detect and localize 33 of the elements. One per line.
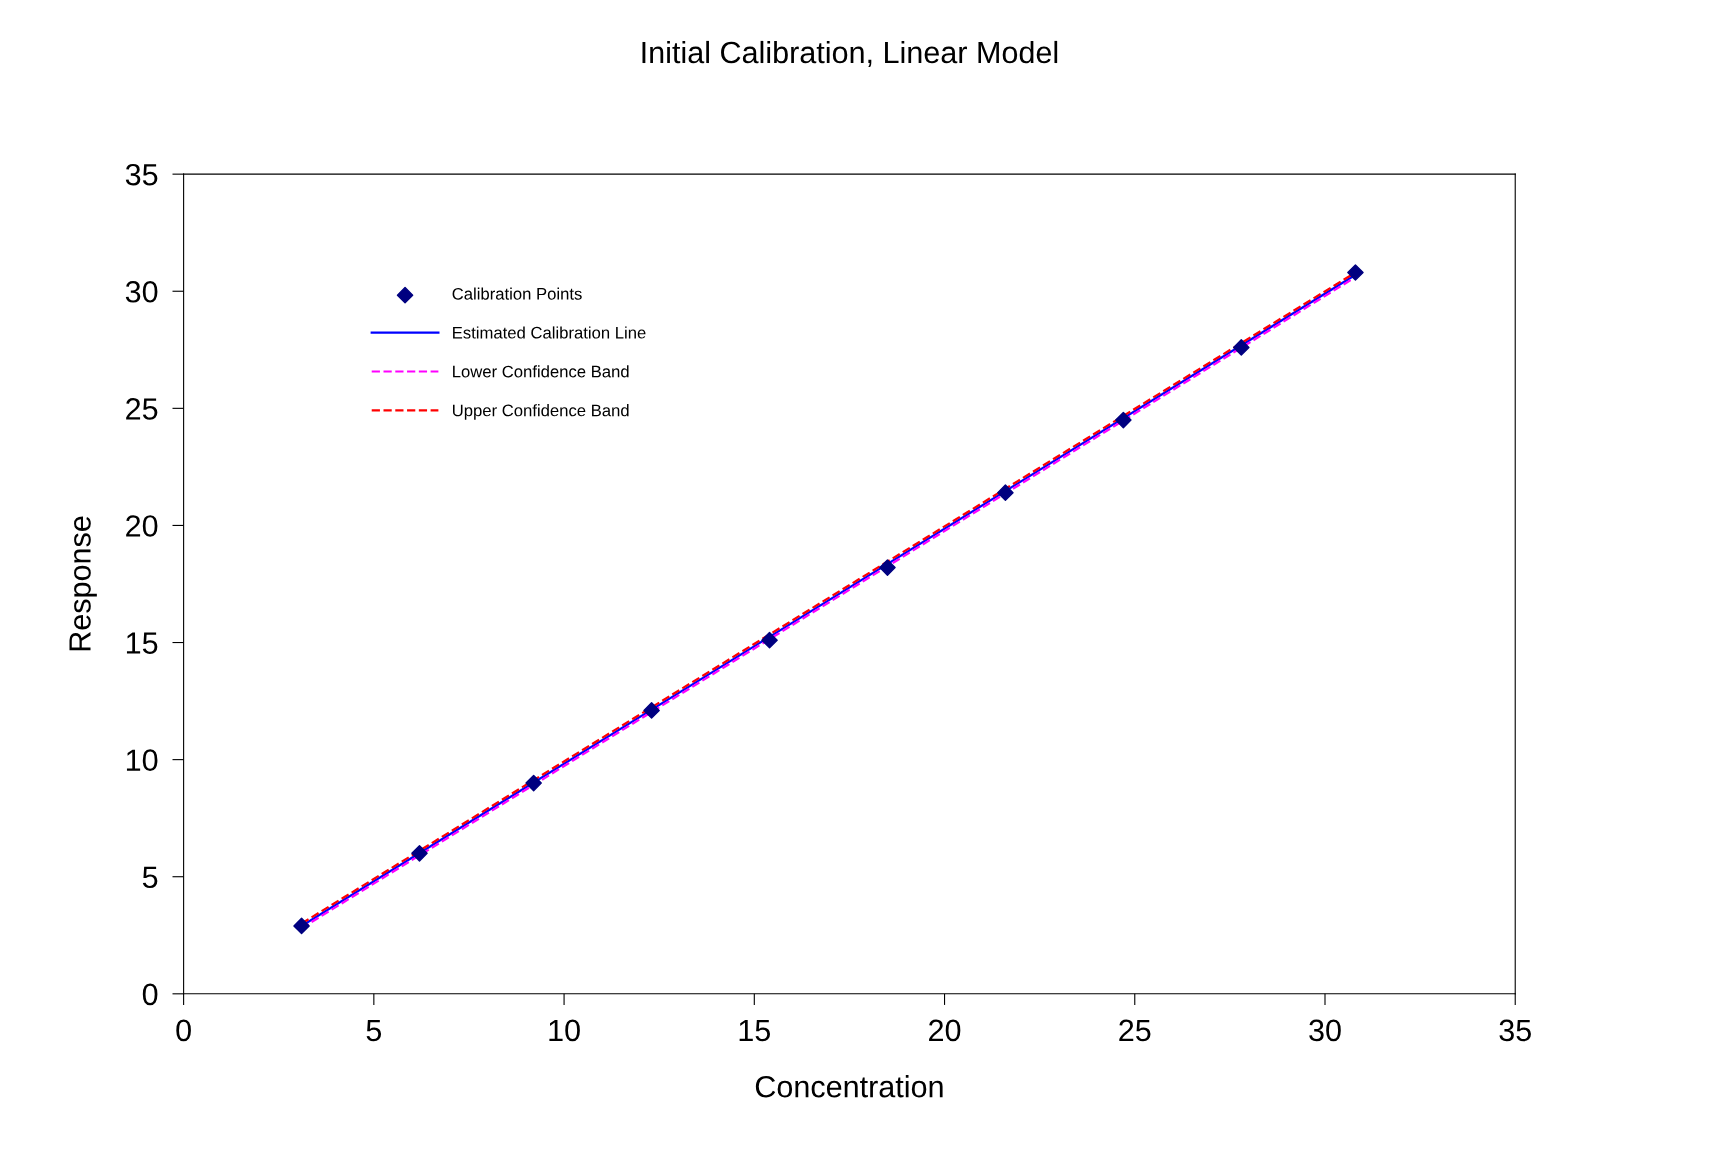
x-tick-label: 15 [739, 1019, 771, 1042]
x-axis-title: Concentration [755, 1075, 943, 1098]
x-tick-label: 5 [366, 1019, 382, 1042]
point [643, 702, 660, 719]
y-tick-label: 25 [126, 398, 158, 420]
x-tick-label: 30 [1309, 1019, 1341, 1042]
point [761, 631, 778, 649]
y-tick-label: 30 [125, 280, 158, 303]
point [525, 774, 542, 792]
point [997, 484, 1014, 501]
x-tick-label: 20 [929, 1019, 961, 1042]
y-tick-label: 5 [142, 866, 158, 889]
y-axis-title: Response [69, 516, 97, 651]
point [1232, 339, 1250, 356]
x-tick-label: 10 [549, 1019, 580, 1042]
point [411, 844, 428, 862]
x-tick-label: 25 [1119, 1019, 1151, 1042]
point [293, 917, 310, 935]
y-tick-label: 0 [142, 983, 158, 1006]
point [879, 559, 896, 576]
y-tick-label: 10 [126, 749, 158, 771]
legend-label: Lower Confidence Band [453, 365, 629, 378]
legend-label: Upper Confidence Band [453, 404, 629, 420]
point [1115, 411, 1132, 429]
x-tick-label: 0 [176, 1019, 191, 1042]
y-tick-label: 15 [126, 632, 158, 654]
point [1347, 264, 1364, 281]
legend-label: Calibration Points [452, 287, 582, 300]
legend-label: Estimated Calibration Line [453, 326, 646, 339]
y-tick-label: 20 [126, 515, 158, 537]
x-tick-label: 35 [1499, 1019, 1531, 1042]
y-tick-label: 35 [125, 163, 158, 186]
chart-title: Initial Calibration, Linear Model [642, 40, 1058, 67]
